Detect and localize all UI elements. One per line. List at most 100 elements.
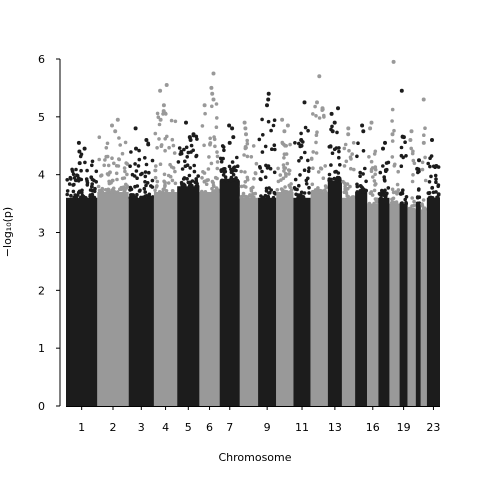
snp-point bbox=[349, 157, 353, 161]
chromosome-2-bulk bbox=[97, 192, 129, 406]
top-snp-point bbox=[115, 117, 120, 122]
snp-point bbox=[137, 148, 141, 153]
chromosome-15-bulk bbox=[355, 192, 368, 406]
snp-point bbox=[297, 141, 301, 146]
snp-point bbox=[329, 163, 333, 167]
top-snp-point bbox=[113, 129, 118, 134]
snp-point bbox=[384, 169, 388, 173]
snp-point bbox=[157, 122, 162, 127]
snp-point bbox=[382, 177, 387, 182]
snp-point bbox=[183, 159, 187, 164]
snp-point bbox=[187, 173, 192, 178]
snp-point bbox=[132, 195, 137, 199]
snp-point bbox=[208, 136, 212, 141]
snp-point bbox=[272, 190, 277, 195]
snp-point bbox=[244, 185, 248, 189]
snp-point bbox=[410, 151, 415, 156]
snp-point bbox=[210, 179, 215, 184]
top-snp-point bbox=[158, 88, 163, 93]
snp-point bbox=[299, 193, 304, 198]
snp-point bbox=[155, 179, 160, 184]
top-snp-point bbox=[330, 129, 335, 134]
snp-point bbox=[143, 170, 148, 174]
snp-point bbox=[99, 173, 104, 177]
top-snp-point bbox=[320, 106, 325, 111]
top-snp-point bbox=[421, 140, 426, 145]
snp-point bbox=[332, 147, 337, 152]
snp-point bbox=[410, 179, 415, 184]
snp-point bbox=[173, 119, 178, 124]
snp-point bbox=[222, 170, 227, 174]
snp-point bbox=[155, 111, 160, 116]
chromosome-9-bulk bbox=[258, 197, 277, 406]
snp-point bbox=[355, 154, 359, 159]
snp-point bbox=[144, 183, 148, 188]
snp-point bbox=[150, 158, 155, 163]
snp-point bbox=[307, 166, 311, 170]
snp-point bbox=[159, 143, 164, 147]
snp-point bbox=[143, 190, 147, 194]
top-snp-point bbox=[211, 71, 216, 76]
top-snp-point bbox=[408, 138, 413, 142]
snp-point bbox=[215, 160, 220, 164]
snp-point bbox=[200, 189, 204, 194]
snp-point bbox=[390, 187, 395, 192]
top-snp-point bbox=[266, 97, 271, 102]
snp-point bbox=[65, 192, 69, 197]
snp-point bbox=[434, 177, 438, 181]
x-tick-label: 13 bbox=[328, 421, 342, 434]
snp-point bbox=[77, 189, 82, 194]
snp-point bbox=[430, 186, 434, 190]
snp-point bbox=[363, 166, 367, 171]
snp-point bbox=[133, 162, 137, 166]
snp-point bbox=[422, 133, 426, 137]
snp-point bbox=[177, 146, 182, 150]
snp-point bbox=[386, 186, 391, 190]
snp-point bbox=[309, 156, 314, 161]
snp-point bbox=[137, 189, 142, 193]
snp-point bbox=[150, 178, 155, 183]
snp-point bbox=[403, 140, 407, 144]
snp-point bbox=[67, 182, 72, 186]
snp-point bbox=[423, 126, 427, 130]
top-snp-point bbox=[227, 123, 232, 128]
snp-point bbox=[135, 192, 139, 197]
snp-point bbox=[420, 160, 425, 165]
chromosome-1-points bbox=[65, 140, 99, 406]
snp-point bbox=[194, 134, 199, 139]
snp-point bbox=[163, 148, 167, 153]
chromosome-14-points bbox=[341, 126, 356, 406]
snp-point bbox=[196, 174, 200, 178]
snp-point bbox=[65, 189, 70, 193]
snp-point bbox=[142, 186, 147, 191]
snp-point bbox=[267, 191, 271, 195]
snp-point bbox=[330, 151, 335, 155]
snp-point bbox=[70, 167, 74, 172]
snp-point bbox=[301, 195, 306, 200]
snp-point bbox=[337, 149, 341, 154]
snp-point bbox=[171, 143, 176, 148]
snp-point bbox=[306, 158, 310, 163]
top-snp-point bbox=[315, 100, 319, 105]
snp-point bbox=[297, 159, 301, 163]
snp-point bbox=[110, 156, 114, 160]
snp-point bbox=[336, 171, 341, 175]
snp-point bbox=[358, 170, 363, 175]
snp-point bbox=[102, 163, 106, 168]
snp-point bbox=[200, 124, 205, 128]
snp-point bbox=[399, 201, 404, 206]
snp-point bbox=[281, 176, 286, 181]
snp-point bbox=[276, 166, 280, 171]
snp-point bbox=[117, 157, 121, 161]
chromosome-1-bulk bbox=[66, 197, 98, 406]
top-snp-point bbox=[381, 146, 385, 151]
snp-point bbox=[103, 158, 107, 162]
snp-point bbox=[117, 136, 121, 140]
snp-point bbox=[176, 160, 181, 164]
snp-point bbox=[235, 155, 239, 160]
snp-point bbox=[229, 178, 233, 183]
snp-point bbox=[225, 178, 229, 183]
snp-point bbox=[434, 180, 438, 184]
snp-point bbox=[342, 146, 347, 151]
